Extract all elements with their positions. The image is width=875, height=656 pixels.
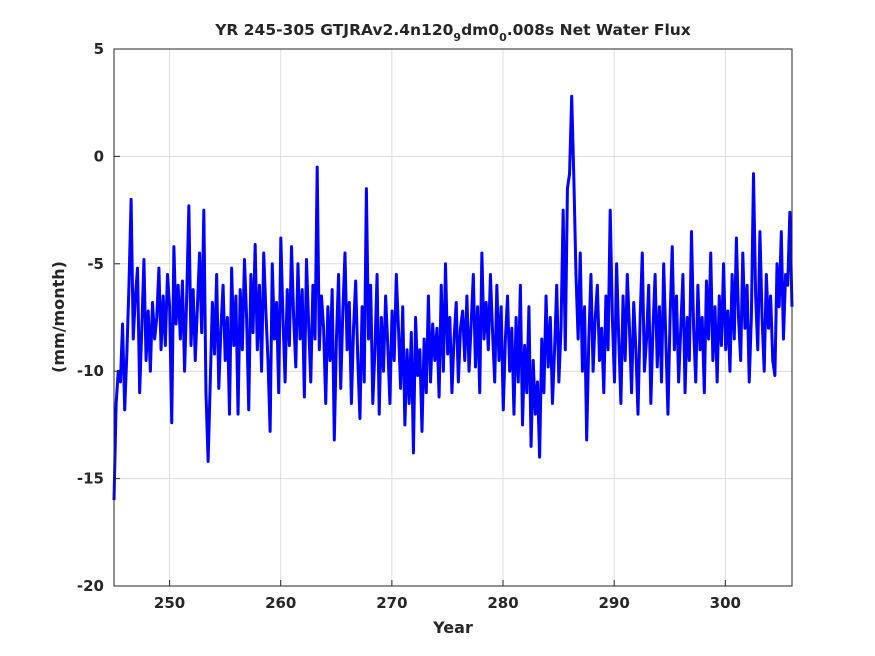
- x-tick-label: 250: [154, 594, 185, 612]
- series-line-0: [112, 94, 794, 501]
- y-axis-ticks: 5 0 -5 -10 -15 -20: [77, 40, 120, 595]
- x-axis-ticks: 250 260 270 280 290 300: [154, 580, 741, 612]
- x-tick-label: 290: [599, 594, 630, 612]
- y-tick-label: -5: [87, 255, 104, 273]
- x-tick-label: 260: [265, 594, 296, 612]
- x-tick-label: 280: [487, 594, 518, 612]
- y-tick-label: -10: [77, 362, 104, 380]
- y-tick-label: 0: [94, 147, 104, 165]
- x-tick-label: 270: [376, 594, 407, 612]
- x-axis-label: Year: [432, 618, 473, 637]
- y-tick-label: 5: [94, 40, 104, 58]
- x-tick-label: 300: [710, 594, 741, 612]
- y-tick-label: -15: [77, 470, 104, 488]
- data-layer: [112, 94, 794, 501]
- y-axis-label: (mm/month): [49, 261, 68, 373]
- plot-frame: [113, 48, 793, 587]
- y-tick-label: -20: [77, 577, 104, 595]
- chart-title: YR 245-305 GTJRAv2.4n1209dm00.008s Net W…: [214, 21, 691, 44]
